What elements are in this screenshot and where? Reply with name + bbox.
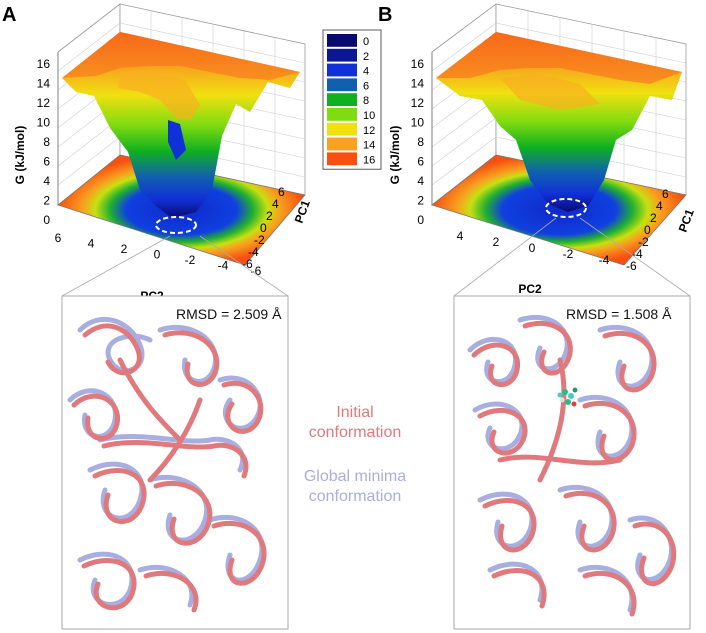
colorbar-swatch — [327, 48, 357, 62]
legend-initial-line1: Initial — [336, 404, 374, 421]
colorbar-label: 6 — [363, 80, 369, 92]
z-tick-label: 2 — [43, 194, 50, 208]
x-tick-label: -4 — [218, 259, 229, 273]
y-tick-label: 0 — [644, 223, 651, 237]
colorbar-label: 12 — [363, 125, 375, 137]
z-tick-label: 0 — [43, 213, 50, 227]
ligand — [557, 387, 578, 407]
zoom-connector-left — [61, 235, 171, 297]
z-tick-label: 6 — [43, 155, 50, 169]
x-tick-label: 0 — [529, 241, 536, 255]
y-tick-label: 4 — [272, 197, 279, 211]
z-tick-label: 0 — [417, 213, 424, 227]
y-tick-label: -2 — [254, 233, 265, 247]
colorbar-swatch — [327, 63, 357, 77]
colorbar-swatch — [327, 137, 357, 151]
legend-initial-conformation: Initial conformation — [300, 403, 410, 443]
global-minimum-marker — [545, 198, 587, 218]
y-tick-label: -4 — [632, 247, 643, 261]
panel-letter-b: B — [378, 4, 393, 26]
colorbar-label: 16 — [363, 154, 375, 166]
z-tick-label: 10 — [411, 116, 425, 130]
y-tick-label: -6 — [242, 257, 253, 271]
z-tick-label: 10 — [37, 116, 51, 130]
x-tick-label: -6 — [251, 264, 262, 278]
colorbar-label: 2 — [363, 51, 369, 63]
colorbar-label: 10 — [363, 110, 375, 122]
z-tick-label: 6 — [417, 155, 424, 169]
z-tick-label: 14 — [37, 77, 51, 91]
colorbar-label: 4 — [363, 66, 369, 78]
rmsd-label-a: RMSD = 2.509 Å — [176, 306, 282, 322]
y-tick-label: 4 — [656, 199, 663, 213]
z-tick-label: 16 — [411, 57, 425, 71]
zoom-connector-right — [199, 235, 289, 297]
colorbar-label: 0 — [363, 36, 369, 48]
x-tick-label: 2 — [493, 235, 500, 249]
colorbar-swatch — [327, 93, 357, 106]
colorbar: 0 2 4 6 8 10 12 14 16 — [322, 29, 382, 170]
z-tick-label: 4 — [417, 174, 424, 188]
colorbar-swatch — [327, 34, 357, 47]
colorbar-swatch — [327, 152, 357, 166]
z-axis-ticks: 0 2 4 6 8 10 12 14 16 — [411, 57, 425, 227]
floor-heatmap — [432, 155, 686, 265]
zoom-connector-left — [453, 217, 557, 297]
colorbar-swatch — [327, 122, 357, 136]
z-tick-label: 12 — [37, 96, 51, 110]
z-tick-label: 14 — [411, 77, 425, 91]
z-axis-label: G (kJ/mol) — [13, 126, 27, 185]
y-tick-label: 6 — [278, 185, 285, 199]
colorbar-label: 14 — [363, 140, 375, 152]
x-tick-label: 6 — [55, 231, 62, 245]
y-tick-label: -2 — [638, 235, 649, 249]
x-axis-ticks: 6 4 2 0 -2 -4 -6 — [55, 231, 262, 278]
z-axis-label: G (kJ/mol) — [388, 126, 402, 185]
y-tick-label: -6 — [626, 259, 637, 273]
surface-top-plateau — [62, 32, 300, 80]
panel-letter-a: A — [2, 4, 17, 26]
x-axis-label: PC2 — [518, 282, 542, 296]
z-tick-label: 16 — [37, 57, 51, 71]
z-tick-label: 4 — [43, 174, 50, 188]
colorbar-frame — [322, 29, 382, 170]
y-tick-label: 2 — [650, 211, 657, 225]
colorbar-swatch — [327, 78, 357, 92]
x-axis-ticks: 4 2 0 -2 -4 — [457, 229, 610, 267]
x-tick-label: 4 — [88, 237, 95, 251]
legend-global-minima-conformation: Global minima conformation — [296, 467, 414, 507]
y-tick-label: 0 — [260, 221, 267, 235]
z-tick-label: 8 — [417, 135, 424, 149]
x-tick-label: 0 — [154, 248, 161, 262]
surface-top-plateau — [436, 32, 682, 84]
legend-global-line1: Global minima — [303, 468, 407, 485]
x-tick-label: 4 — [457, 229, 464, 243]
x-tick-label: -2 — [185, 253, 196, 267]
rmsd-label-b: RMSD = 1.508 Å — [566, 306, 672, 322]
x-tick-label: -4 — [599, 253, 610, 267]
z-axis-ticks: 0 2 4 6 8 10 12 14 16 — [37, 57, 51, 227]
legend-initial-line2: conformation — [308, 424, 402, 441]
zoom-connector-right — [579, 217, 691, 297]
protein-overlay-a — [67, 316, 267, 613]
global-minimum-marker — [155, 216, 197, 234]
y-axis-label: PC1 — [676, 207, 697, 234]
y-tick-label: -4 — [248, 245, 259, 259]
z-tick-label: 12 — [411, 96, 425, 110]
x-tick-label: 2 — [121, 242, 128, 256]
legend-global-line2: conformation — [308, 488, 402, 505]
z-tick-label: 2 — [417, 194, 424, 208]
colorbar-label: 8 — [363, 95, 369, 107]
z-tick-label: 8 — [43, 135, 50, 149]
y-tick-label: 6 — [662, 187, 669, 201]
y-tick-label: 2 — [266, 209, 273, 223]
colorbar-swatch — [327, 108, 357, 121]
x-tick-label: -2 — [563, 247, 574, 261]
protein-overlay-b — [467, 314, 677, 617]
